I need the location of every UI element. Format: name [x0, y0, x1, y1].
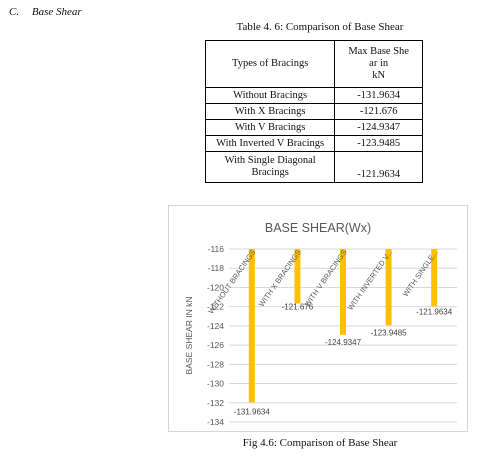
base-shear-chart: BASE SHEAR(Wx) BASE SHEAR IN kN -116 -118 -1…	[168, 205, 468, 432]
figure-caption: Fig 4.6: Comparison of Base Shear	[242, 437, 398, 449]
header-value-line: ar in	[369, 58, 389, 69]
y-tick-label: -116	[208, 244, 225, 254]
bar-4	[385, 249, 392, 326]
type-cell: With V Bracings	[204, 119, 336, 136]
type-cell: With Single Diagonal Bracings	[204, 151, 336, 183]
value-cell: -123.9485	[334, 135, 423, 152]
type-cell: With Inverted V Bracings	[204, 135, 336, 152]
type-line: Bracings	[251, 167, 289, 178]
y-tick-label: -122	[207, 302, 224, 312]
value-cell: -121.676	[334, 103, 423, 120]
data-label: -121.676	[282, 303, 314, 312]
value-cell: -131.9634	[334, 87, 423, 104]
section-heading: C. Base Shear	[9, 6, 82, 18]
data-label: -124.9347	[325, 338, 362, 347]
bar-1	[248, 249, 255, 403]
y-axis-label: BASE SHEAR IN kN	[184, 297, 194, 375]
data-label: -121.9634	[416, 307, 453, 316]
y-tick-label: -130	[207, 379, 224, 389]
y-tick-label: -118	[208, 263, 225, 273]
value-cell: -124.9347	[334, 119, 423, 136]
type-cell: With X Bracings	[204, 103, 336, 120]
table-row: With X Bracings -121.676	[204, 103, 423, 120]
type-cell: Without Bracings	[204, 87, 336, 104]
header-value-line: kN	[372, 70, 386, 81]
table-caption: Table 4. 6: Comparison of Base Shear	[236, 21, 404, 33]
header-value-line: Max Base She	[348, 46, 409, 57]
table-row: With Inverted V Bracings -123.9485	[204, 135, 423, 152]
data-label: -131.9634	[234, 407, 271, 416]
data-label: -123.9485	[371, 328, 408, 337]
table-row: Without Bracings -131.9634	[204, 87, 423, 104]
y-tick-label: -132	[207, 398, 224, 408]
table-header-row: Types of Bracings Max Base She ar in kN	[204, 40, 423, 88]
table-row: With Single Diagonal Bracings -121.9634	[204, 151, 423, 183]
section-title: Base Shear	[31, 6, 82, 18]
header-type-cell: Types of Bracings	[204, 40, 336, 88]
value-cell: -121.9634	[334, 151, 423, 183]
bar-3	[340, 249, 346, 335]
y-tick-label: -134	[207, 417, 224, 427]
y-tick-label: -120	[207, 282, 224, 292]
base-shear-table: Types of Bracings Max Base She ar in kN …	[204, 40, 423, 183]
bar-5	[431, 249, 438, 307]
bar-2	[294, 249, 301, 304]
header-value-cell: Max Base She ar in kN	[334, 40, 423, 88]
y-tick-label: -124	[207, 321, 224, 331]
y-tick-label: -128	[207, 359, 224, 369]
chart-svg: BASE SHEAR(Wx) BASE SHEAR IN kN -116 -118 -1…	[184, 221, 457, 427]
table-row: With V Bracings -124.9347	[204, 119, 423, 136]
y-tick-label: -126	[207, 340, 224, 350]
chart-title: BASE SHEAR(Wx)	[265, 221, 371, 235]
type-line: With Single Diagonal	[224, 155, 316, 166]
section-letter: C.	[9, 6, 20, 18]
